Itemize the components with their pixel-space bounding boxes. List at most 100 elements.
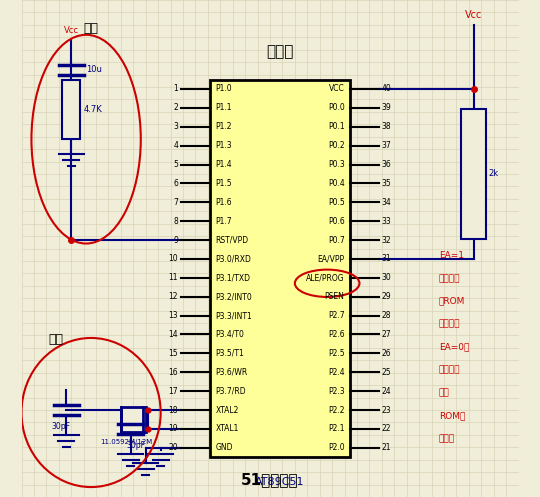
Text: 28: 28 [382,311,392,320]
FancyBboxPatch shape [461,109,486,239]
Text: 晶振: 晶振 [49,333,64,346]
Text: EA=0程: EA=0程 [439,342,469,351]
Text: 2: 2 [173,103,178,112]
Text: Vcc: Vcc [64,26,79,35]
Text: P3.5/T1: P3.5/T1 [215,349,244,358]
Text: P0.2: P0.2 [328,141,345,150]
Text: P3.2/INT0: P3.2/INT0 [215,292,252,301]
Text: 10u: 10u [86,65,102,74]
Text: P0.3: P0.3 [328,160,345,169]
Text: 20: 20 [168,443,178,452]
Text: 开始执行: 开始执行 [439,320,461,329]
Text: 4: 4 [173,141,178,150]
Text: P1.2: P1.2 [215,122,232,131]
Text: 9: 9 [173,236,178,245]
Text: P1.6: P1.6 [215,198,232,207]
Text: 序直接从: 序直接从 [439,365,461,374]
Text: P0.4: P0.4 [328,179,345,188]
FancyBboxPatch shape [62,80,80,139]
Text: 始执行: 始执行 [439,434,455,443]
Text: P3.3/INT1: P3.3/INT1 [215,311,252,320]
Text: XTAL1: XTAL1 [215,424,239,433]
Text: 33: 33 [382,217,392,226]
Text: 26: 26 [382,349,392,358]
Text: P2.4: P2.4 [328,368,345,377]
Text: 11: 11 [168,273,178,282]
Text: 30pF: 30pF [126,441,145,450]
Text: 21: 21 [382,443,392,452]
Text: P2.1: P2.1 [328,424,345,433]
Text: P3.6/WR: P3.6/WR [215,368,247,377]
Text: P3.0/RXD: P3.0/RXD [215,254,251,263]
Text: 40: 40 [382,84,392,93]
Text: P0.5: P0.5 [328,198,345,207]
Text: P3.4/T0: P3.4/T0 [215,330,244,339]
Text: 单片机: 单片机 [266,45,294,60]
Text: 10: 10 [168,254,178,263]
Text: 11.0592M/12M: 11.0592M/12M [100,439,152,445]
Text: 29: 29 [382,292,392,301]
Text: 32: 32 [382,236,392,245]
Text: VCC: VCC [329,84,345,93]
Text: 23: 23 [382,406,392,414]
Text: 7: 7 [173,198,178,207]
FancyBboxPatch shape [211,80,349,457]
Text: 18: 18 [168,406,178,414]
Text: 22: 22 [382,424,392,433]
Text: 36: 36 [382,160,392,169]
Text: 15: 15 [168,349,178,358]
Text: 34: 34 [382,198,392,207]
Text: ROM开: ROM开 [439,411,465,420]
Text: 12: 12 [168,292,178,301]
Text: 51最小系统: 51最小系统 [241,472,299,487]
Text: 35: 35 [382,179,392,188]
Text: 30: 30 [382,273,392,282]
Text: 2k: 2k [489,169,499,178]
Text: 3: 3 [173,122,178,131]
Text: AT89C51: AT89C51 [255,477,305,487]
Text: P3.1/TXD: P3.1/TXD [215,273,251,282]
Text: 39: 39 [382,103,392,112]
Text: P2.5: P2.5 [328,349,345,358]
Text: P2.7: P2.7 [328,311,345,320]
Text: EA/VPP: EA/VPP [318,254,345,263]
Text: RST/VPD: RST/VPD [215,236,248,245]
Text: 24: 24 [382,387,392,396]
Text: Vcc: Vcc [465,10,482,20]
Text: GND: GND [215,443,233,452]
Text: 5: 5 [173,160,178,169]
Text: ALE/PROG: ALE/PROG [306,273,345,282]
Text: PSEN: PSEN [325,292,345,301]
Text: P0.7: P0.7 [328,236,345,245]
Text: P2.6: P2.6 [328,330,345,339]
Text: 31: 31 [382,254,392,263]
Text: EA=1: EA=1 [439,251,464,260]
Text: P1.1: P1.1 [215,103,232,112]
Text: 部ROM: 部ROM [439,297,465,306]
Text: 30pF: 30pF [52,422,71,431]
Text: P2.3: P2.3 [328,387,345,396]
Text: P1.3: P1.3 [215,141,232,150]
Text: P1.7: P1.7 [215,217,232,226]
Text: 6: 6 [173,179,178,188]
Text: 外部: 外部 [439,388,450,397]
Text: P1.4: P1.4 [215,160,232,169]
Text: 13: 13 [168,311,178,320]
Text: P2.2: P2.2 [328,406,345,414]
Text: P1.0: P1.0 [215,84,232,93]
Text: 16: 16 [168,368,178,377]
Text: 27: 27 [382,330,392,339]
Text: 4.7K: 4.7K [84,105,103,114]
Text: 14: 14 [168,330,178,339]
Text: 37: 37 [382,141,392,150]
Text: 38: 38 [382,122,392,131]
Text: P1.5: P1.5 [215,179,232,188]
Text: 17: 17 [168,387,178,396]
Text: 复位: 复位 [84,22,99,35]
Text: XTAL2: XTAL2 [215,406,239,414]
Text: P2.0: P2.0 [328,443,345,452]
Text: 19: 19 [168,424,178,433]
Text: 程序从内: 程序从内 [439,274,461,283]
Text: 1: 1 [173,84,178,93]
Text: P0.1: P0.1 [328,122,345,131]
